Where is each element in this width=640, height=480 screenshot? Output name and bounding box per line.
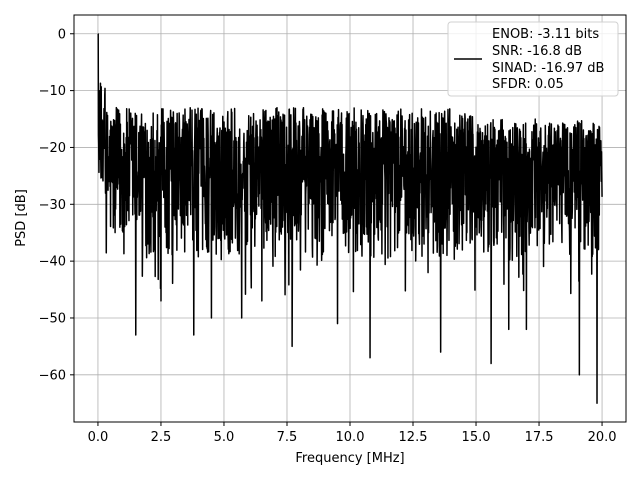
x-tick-label: 2.5 xyxy=(151,430,172,445)
legend-line-4: SFDR: 0.05 xyxy=(492,77,564,92)
x-tick-label: 15.0 xyxy=(462,430,491,445)
plot-area xyxy=(97,33,603,404)
y-tick-label: 0 xyxy=(58,27,66,42)
x-axis-ticks: 0.0 2.5 5.0 7.5 10.0 12.5 15.0 17.5 20.0 xyxy=(88,422,617,445)
x-tick-label: 17.5 xyxy=(525,430,554,445)
y-tick-label: −40 xyxy=(39,255,66,270)
x-tick-label: 20.0 xyxy=(588,430,617,445)
y-tick-label: −50 xyxy=(39,311,66,326)
x-tick-label: 12.5 xyxy=(399,430,428,445)
y-axis-ticks: 0 −10 −20 −30 −40 −50 −60 xyxy=(39,27,74,383)
y-tick-label: −20 xyxy=(39,141,66,156)
x-tick-label: 5.0 xyxy=(214,430,235,445)
legend: ENOB: -3.11 bits SNR: -16.8 dB SINAD: -1… xyxy=(447,21,619,97)
y-tick-label: −60 xyxy=(39,368,66,383)
x-tick-label: 7.5 xyxy=(277,430,298,445)
x-tick-label: 10.0 xyxy=(336,430,365,445)
x-axis-label: Frequency [MHz] xyxy=(295,451,404,466)
y-axis-label: PSD [dB] xyxy=(14,189,29,247)
y-tick-label: −10 xyxy=(39,84,66,99)
legend-line-1: ENOB: -3.11 bits xyxy=(492,27,599,42)
psd-series-line xyxy=(97,33,603,404)
x-tick-label: 0.0 xyxy=(88,430,109,445)
legend-line-2: SNR: -16.8 dB xyxy=(492,44,582,59)
legend-box xyxy=(447,21,619,97)
y-tick-label: −30 xyxy=(39,198,66,213)
legend-line-3: SINAD: -16.97 dB xyxy=(492,61,604,76)
